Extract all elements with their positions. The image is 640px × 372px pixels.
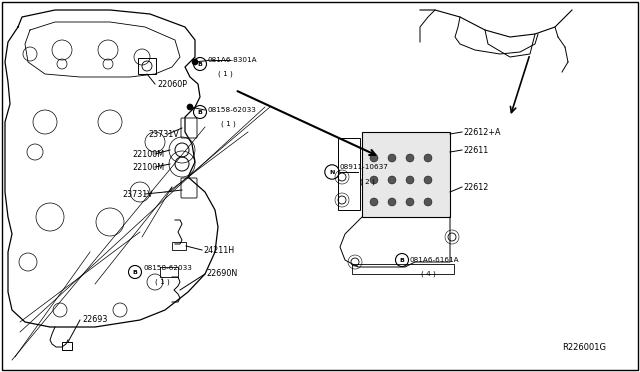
Text: 08158-62033: 08158-62033 — [208, 107, 257, 113]
Circle shape — [424, 176, 432, 184]
Text: B: B — [399, 257, 404, 263]
Text: 08158-62033: 08158-62033 — [143, 265, 192, 271]
Circle shape — [424, 154, 432, 162]
Text: R226001G: R226001G — [562, 343, 606, 352]
Circle shape — [388, 176, 396, 184]
Text: 081A6-8301A: 081A6-8301A — [208, 57, 258, 63]
Text: N: N — [330, 170, 335, 174]
Text: 22060P: 22060P — [157, 80, 187, 89]
Text: 22693: 22693 — [82, 315, 108, 324]
Circle shape — [406, 154, 414, 162]
Text: 23731V: 23731V — [122, 189, 153, 199]
Bar — [352, 264, 454, 274]
Text: ( 1 ): ( 1 ) — [155, 279, 170, 285]
Text: 22611: 22611 — [463, 145, 488, 154]
Bar — [362, 132, 450, 217]
Circle shape — [187, 104, 193, 110]
Text: B: B — [132, 269, 138, 275]
Circle shape — [370, 176, 378, 184]
Text: 081A6-6161A: 081A6-6161A — [410, 257, 460, 263]
Text: 22690N: 22690N — [206, 269, 237, 279]
Bar — [338, 138, 360, 210]
Text: 22100M: 22100M — [132, 163, 164, 171]
Circle shape — [406, 176, 414, 184]
Bar — [62, 342, 72, 350]
Text: 24211H: 24211H — [203, 246, 234, 254]
Circle shape — [406, 198, 414, 206]
Text: 22100M: 22100M — [132, 150, 164, 158]
Text: B: B — [198, 61, 202, 67]
Text: 23731V: 23731V — [148, 129, 179, 138]
Circle shape — [370, 154, 378, 162]
Text: B: B — [198, 109, 202, 115]
Text: 22612: 22612 — [463, 183, 488, 192]
Text: ( 1 ): ( 1 ) — [218, 71, 232, 77]
Text: 22612+A: 22612+A — [463, 128, 500, 137]
Text: ( 1 ): ( 1 ) — [221, 121, 236, 127]
Bar — [172, 242, 186, 250]
Circle shape — [388, 154, 396, 162]
Bar — [160, 267, 178, 277]
Circle shape — [424, 198, 432, 206]
Text: ( 2 ): ( 2 ) — [360, 179, 375, 185]
Text: ( 4 ): ( 4 ) — [420, 271, 435, 277]
Circle shape — [370, 198, 378, 206]
Bar — [138, 58, 156, 74]
Text: 08911-10637: 08911-10637 — [340, 164, 389, 170]
Circle shape — [388, 198, 396, 206]
Circle shape — [192, 59, 198, 65]
